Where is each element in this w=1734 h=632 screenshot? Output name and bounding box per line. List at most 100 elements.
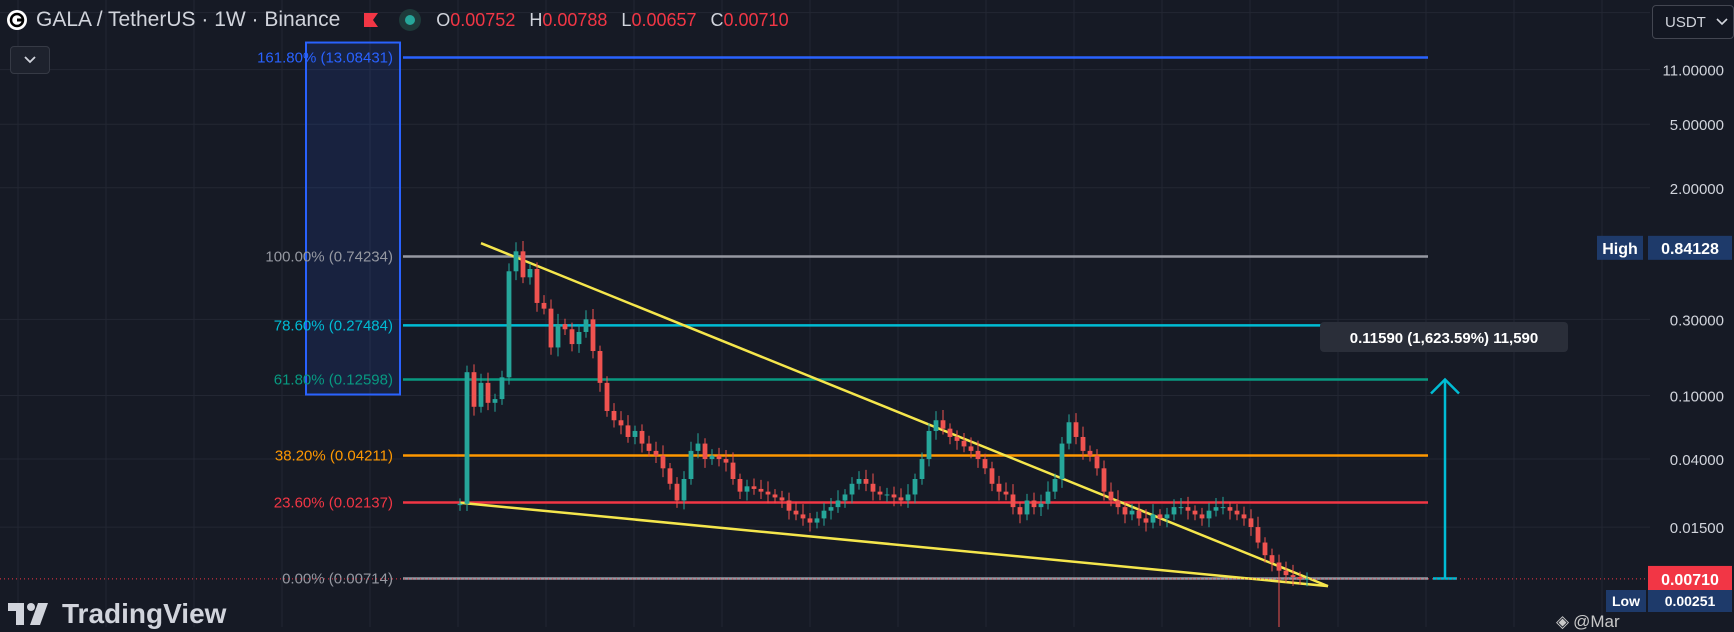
candle-body [1213,507,1219,511]
author-watermark: ◈ @Mar [1556,612,1620,631]
candle-body [660,455,666,469]
candle-body [527,268,533,278]
measure-tooltip-label: 0.11590 (1,623.59%) 11,590 [1350,330,1539,347]
candle-body [737,479,743,492]
candle-body [548,308,554,348]
candle-body [1136,510,1142,519]
candle-body [1052,479,1058,492]
candle-body [1066,422,1072,444]
low-badge-label-box [1606,590,1646,612]
candle-body [653,450,659,456]
candle-body [1234,510,1240,515]
candle-body [772,494,778,498]
candle-body [1241,514,1247,519]
candle-body [597,351,603,383]
candle-body [1199,514,1205,519]
candle-body [1087,450,1093,456]
candle-body [569,329,575,345]
symbol-title[interactable]: GALA / TetherUS · 1W · Binance [36,8,341,31]
currency-label: USDT [1665,13,1706,31]
candle-body [520,251,526,278]
candle-body [646,443,652,451]
candle-body [947,428,953,437]
candle-body [849,483,855,495]
candle-body [1297,577,1303,579]
candle-body [730,462,736,480]
candle-body [709,455,715,460]
candle-layer [457,241,1310,627]
candle-body [1192,510,1198,515]
candle-body [975,450,981,460]
candle-body [1220,507,1226,509]
candle-body [1101,468,1107,492]
candle-body [1094,455,1100,469]
candle-body [1108,491,1114,501]
candle-body [765,491,771,495]
price-range-measure[interactable]: 0.11590 (1,623.59%) 11,590 [1320,322,1568,580]
low-badge-value-box [1648,590,1732,612]
candle-body [989,468,995,484]
candle-body [506,271,512,378]
candle-body [464,372,470,504]
candle-body [471,372,477,407]
ohlc-low: L0.00657 [621,9,697,30]
candle-body [492,399,498,403]
candle-body [912,479,918,495]
candle-body [1157,514,1163,519]
candle-body [1150,514,1156,523]
price-axis-background [1650,0,1734,627]
measure-tooltip-box [1320,322,1568,352]
candle-body [1178,507,1184,509]
candle-body [926,430,932,460]
candle-body [513,251,519,272]
candle-body [1143,518,1149,523]
candle-body [1080,436,1086,451]
candle-body [688,450,694,480]
candle-body [961,440,967,447]
candle-body [940,420,946,429]
gala-logo-icon [7,10,27,30]
tradingview-icon [8,603,48,625]
candle-body [800,514,806,519]
candle-body [814,518,820,523]
currency-select[interactable]: USDT [1652,5,1734,39]
candle-body [968,446,974,451]
current-price-badge-box [1648,565,1732,592]
fib-level-label: 100.00% (0.74234) [265,249,393,266]
trendline [459,501,1329,588]
ohlc-open: O0.00752 [436,9,516,30]
current-price-badge: 0.00710 [1661,572,1719,589]
trendline [480,241,1329,588]
price-axis-tick-label: 0.01500 [1670,520,1724,537]
candle-body [1290,575,1296,578]
price-axis-tick-label: 2.00000 [1670,181,1724,198]
candle-body [716,455,722,460]
candle-body [1024,500,1030,515]
collapse-legend-button[interactable] [10,46,50,74]
candle-body [877,491,883,495]
price-axis-tick-label: 11.00000 [1663,63,1724,80]
candle-body [681,479,687,501]
market-status-icon[interactable] [398,8,422,32]
candle-body [576,331,582,345]
trendline-layer[interactable] [459,241,1329,588]
candle-body [954,436,960,441]
flag-icon[interactable] [362,11,380,29]
candle-body [1038,503,1044,508]
fib-level-label: 161.80% (13.08431) [257,50,393,67]
candle-body [555,324,561,348]
high-badge-value: 0.84128 [1661,241,1719,258]
candle-body [611,410,617,421]
candle-body [1017,507,1023,515]
candle-body [744,486,750,492]
tradingview-logo[interactable]: TradingView [8,598,226,630]
low-badge-value: 0.00251 [1665,593,1716,609]
candle-body [618,420,624,426]
fib-retracement[interactable]: 161.80% (13.08431) 100.00% (0.74234) 78.60… [257,41,1428,588]
price-axis-tick-label: 0.04000 [1670,452,1724,469]
candle-body [821,510,827,519]
candle-body [828,507,834,511]
candle-body [1122,507,1128,515]
